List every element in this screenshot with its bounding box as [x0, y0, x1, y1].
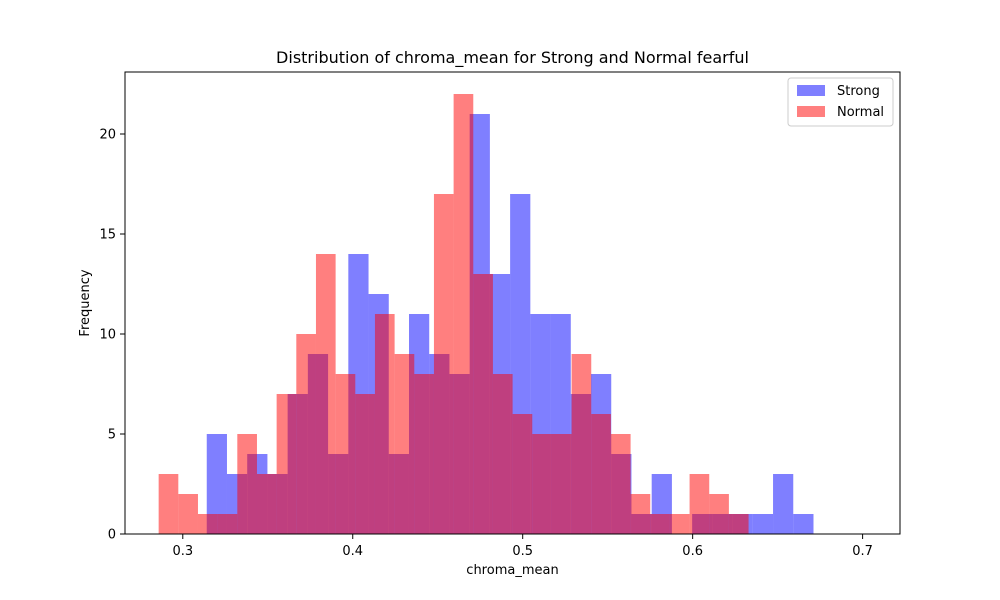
bar-normal-19	[532, 434, 552, 534]
bar-strong-27	[752, 514, 774, 534]
bar-normal-9	[335, 374, 356, 534]
bar-normal-22	[591, 414, 611, 534]
legend: Strong Normal	[787, 77, 894, 127]
bar-normal-7	[296, 334, 316, 534]
y-ticks: 0 5 10 15 20	[99, 128, 125, 543]
bar-normal-18	[512, 414, 533, 534]
x-axis-label: chroma_mean	[466, 563, 558, 578]
x-tick-label: 0.6	[682, 544, 703, 559]
bar-normal-25	[650, 514, 670, 534]
bar-normal-16	[473, 274, 493, 534]
bar-normal-1	[178, 494, 198, 534]
plot-area-frame	[124, 71, 901, 535]
bar-strong-29	[793, 514, 814, 534]
bar-normal-5	[256, 474, 277, 534]
y-tick-label: 15	[99, 228, 116, 243]
y-tick-label: 0	[108, 528, 116, 543]
legend-label-normal: Normal	[837, 105, 884, 120]
bar-normal-0	[158, 474, 179, 534]
bar-normal-2	[197, 514, 218, 534]
bars-layer	[158, 94, 814, 534]
bar-normal-3	[217, 514, 238, 534]
x-tick-label: 0.5	[512, 544, 533, 559]
bar-normal-28	[709, 494, 729, 534]
bar-normal-21	[571, 354, 592, 534]
bar-normal-24	[630, 494, 651, 534]
bar-normal-14	[433, 194, 454, 534]
bar-normal-23	[610, 434, 631, 534]
bar-normal-12	[394, 354, 415, 534]
bar-strong-0	[206, 434, 227, 534]
x-ticks: 0.3 0.4 0.5 0.6 0.7	[172, 534, 873, 559]
y-tick-label: 5	[108, 428, 116, 443]
bar-normal-29	[728, 514, 749, 534]
bar-normal-10	[355, 394, 375, 534]
legend-label-strong: Strong	[837, 84, 880, 99]
legend-swatch-strong	[797, 85, 825, 96]
bar-normal-20	[551, 434, 572, 534]
bar-normal-26	[669, 514, 690, 534]
bar-normal-4	[237, 434, 257, 534]
series-normal	[158, 94, 749, 534]
bar-normal-11	[374, 314, 395, 534]
chart-title: Distribution of chroma_mean for Strong a…	[276, 48, 749, 68]
y-axis-label: Frequency	[78, 269, 93, 336]
bar-normal-13	[414, 374, 434, 534]
bar-normal-17	[492, 374, 513, 534]
bar-normal-8	[315, 254, 336, 534]
bar-normal-15	[453, 94, 474, 534]
x-tick-label: 0.7	[852, 544, 873, 559]
bar-normal-27	[689, 474, 710, 534]
bar-normal-6	[276, 394, 297, 534]
legend-swatch-normal	[797, 106, 825, 117]
y-tick-label: 10	[99, 328, 116, 343]
y-tick-label: 20	[99, 128, 116, 143]
x-tick-label: 0.4	[342, 544, 363, 559]
x-tick-label: 0.3	[172, 544, 193, 559]
bar-strong-28	[773, 474, 794, 534]
